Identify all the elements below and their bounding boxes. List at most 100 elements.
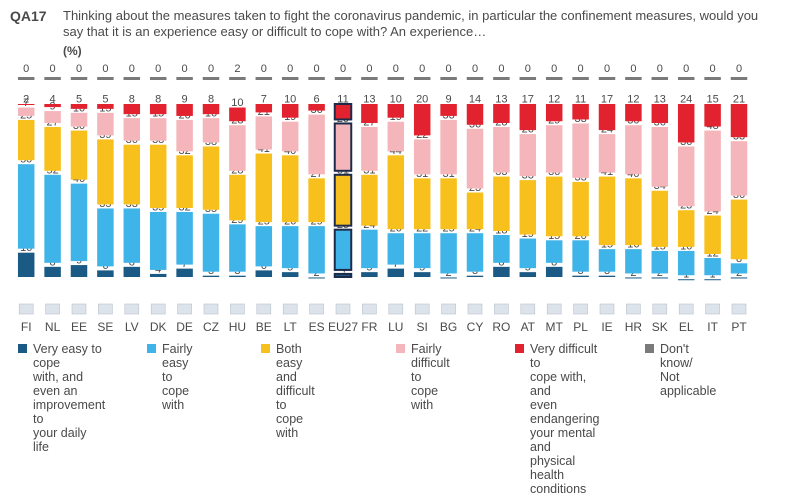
bar-very_easy-HR bbox=[625, 277, 642, 279]
bar-fairly_easy-ES bbox=[308, 226, 325, 274]
flag-icon-SE bbox=[98, 303, 113, 315]
bar-very_difficult-CY bbox=[466, 104, 484, 125]
legend-line: cope with bbox=[162, 384, 190, 412]
label-very_difficult-AT: 17 bbox=[522, 94, 534, 106]
bar-dont_know-SI bbox=[413, 77, 431, 80]
bar-dont_know-HR bbox=[625, 77, 642, 80]
bar-very_difficult-NL bbox=[44, 104, 61, 108]
legend-line: Fairly difficult bbox=[411, 342, 450, 370]
bar-very_difficult-IT bbox=[704, 104, 721, 127]
label-dont_know-PL: 0 bbox=[578, 63, 584, 75]
bar-fairly_easy-EE bbox=[70, 183, 88, 262]
bar-dont_know-EE bbox=[70, 77, 88, 80]
bar-fairly_difficult-LV bbox=[123, 118, 141, 141]
bar-fairly_difficult-CZ bbox=[202, 118, 220, 143]
flag-icon-SK bbox=[652, 303, 668, 315]
category-label-EE: EE bbox=[71, 320, 87, 334]
bar-very_easy-IE bbox=[598, 275, 616, 277]
bar-very_easy-PL bbox=[572, 275, 589, 277]
bar-fairly_difficult-BG bbox=[440, 119, 457, 175]
bar-both-ES bbox=[308, 178, 325, 223]
bar-very_difficult-EE bbox=[70, 104, 88, 109]
bar-very_difficult-DK bbox=[149, 104, 167, 115]
flag-icon-PT bbox=[731, 303, 747, 315]
bar-fairly_easy-DE bbox=[176, 211, 193, 265]
bar-fairly_easy-BG bbox=[440, 233, 457, 274]
label-dont_know-LU: 0 bbox=[393, 63, 399, 75]
legend-label-dont_know: Don't know/Not applicable bbox=[660, 342, 716, 398]
bar-dont_know-DK bbox=[149, 77, 167, 80]
category-label-HR: HR bbox=[625, 320, 643, 334]
label-dont_know-MT: 0 bbox=[551, 63, 557, 75]
bar-very_difficult-FR bbox=[361, 104, 378, 124]
flag-icon-DE bbox=[177, 303, 192, 315]
bar-fairly_difficult-MT bbox=[545, 125, 563, 173]
bar-fairly_difficult-LT bbox=[281, 121, 299, 152]
bar-very_easy-EE bbox=[70, 265, 88, 277]
bar-very_difficult-DE bbox=[176, 104, 193, 116]
bar-very_difficult-BG bbox=[440, 104, 457, 116]
legend-line: with, and even an bbox=[33, 370, 84, 398]
bar-very_difficult-LT bbox=[281, 104, 299, 118]
category-label-FI: FI bbox=[21, 320, 32, 334]
label-dont_know-IE: 0 bbox=[604, 63, 610, 75]
label-very_difficult-FR: 13 bbox=[363, 94, 375, 106]
bar-fairly_difficult-SI bbox=[413, 139, 431, 175]
category-label-HU: HU bbox=[229, 320, 246, 334]
bar-dont_know-BE bbox=[255, 77, 273, 80]
bar-very_easy-FR bbox=[361, 272, 378, 277]
bar-fairly_easy-LU bbox=[387, 233, 405, 265]
bar-fairly_difficult-HR bbox=[625, 125, 642, 175]
flag-icon-LV bbox=[124, 303, 140, 315]
bar-both-BE bbox=[255, 153, 273, 223]
category-label-AT: AT bbox=[521, 320, 536, 334]
bar-both-EL bbox=[677, 210, 695, 247]
bar-very_easy-HU bbox=[229, 275, 246, 277]
bar-both-FI bbox=[17, 119, 35, 161]
label-very_difficult-SK: 13 bbox=[654, 94, 666, 106]
bar-dont_know-DE bbox=[176, 77, 193, 80]
bar-very_easy-CZ bbox=[202, 275, 220, 277]
bar-fairly_easy-HR bbox=[625, 249, 642, 274]
bar-very_difficult-AT bbox=[519, 104, 537, 131]
bar-both-DE bbox=[176, 155, 193, 208]
bar-very_difficult-LU bbox=[387, 104, 405, 118]
category-label-CY: CY bbox=[467, 320, 484, 334]
bar-both-RO bbox=[493, 176, 510, 231]
bar-very_difficult-IE bbox=[598, 104, 616, 131]
label-dont_know-EU27: 0 bbox=[340, 63, 346, 75]
category-label-LU: LU bbox=[388, 320, 403, 334]
bar-dont_know-IE bbox=[598, 77, 616, 80]
category-label-LV: LV bbox=[125, 320, 139, 334]
bar-fairly_difficult-PT bbox=[730, 141, 748, 196]
bar-fairly_difficult-DK bbox=[149, 118, 167, 141]
bar-dont_know-FI bbox=[17, 77, 35, 80]
bar-fairly_difficult-IT bbox=[704, 130, 721, 212]
bar-fairly_difficult-EU27 bbox=[333, 122, 353, 172]
legend-swatch-both bbox=[261, 344, 270, 353]
category-label-BE: BE bbox=[256, 320, 272, 334]
flag-icon-PL bbox=[573, 303, 588, 315]
bar-fairly_difficult-FR bbox=[361, 127, 378, 171]
bar-very_easy-BE bbox=[255, 270, 273, 277]
bar-dont_know-EL bbox=[677, 77, 695, 80]
bar-very_easy-MT bbox=[545, 266, 563, 277]
bar-very_easy-EL bbox=[677, 279, 695, 281]
bar-fairly_easy-CY bbox=[466, 233, 484, 272]
bar-very_difficult-BE bbox=[255, 104, 273, 113]
label-very_difficult-HR: 12 bbox=[627, 94, 639, 106]
bar-very_difficult-MT bbox=[545, 104, 563, 122]
bar-both-PT bbox=[730, 199, 748, 260]
legend-line: improvement to bbox=[33, 398, 106, 426]
bar-dont_know-LU bbox=[387, 77, 405, 80]
legend-swatch-fairly_easy bbox=[147, 344, 156, 353]
bar-fairly_easy-FI bbox=[17, 164, 35, 249]
bar-both-EU27 bbox=[333, 173, 353, 227]
category-label-IT: IT bbox=[707, 320, 718, 334]
bar-fairly_easy-LT bbox=[281, 226, 299, 269]
bar-fairly_difficult-RO bbox=[493, 127, 510, 173]
bar-both-CY bbox=[466, 192, 484, 230]
question-id: QA17 bbox=[10, 8, 47, 24]
label-very_difficult-DE: 9 bbox=[182, 94, 188, 106]
bar-fairly_easy-BE bbox=[255, 226, 273, 267]
